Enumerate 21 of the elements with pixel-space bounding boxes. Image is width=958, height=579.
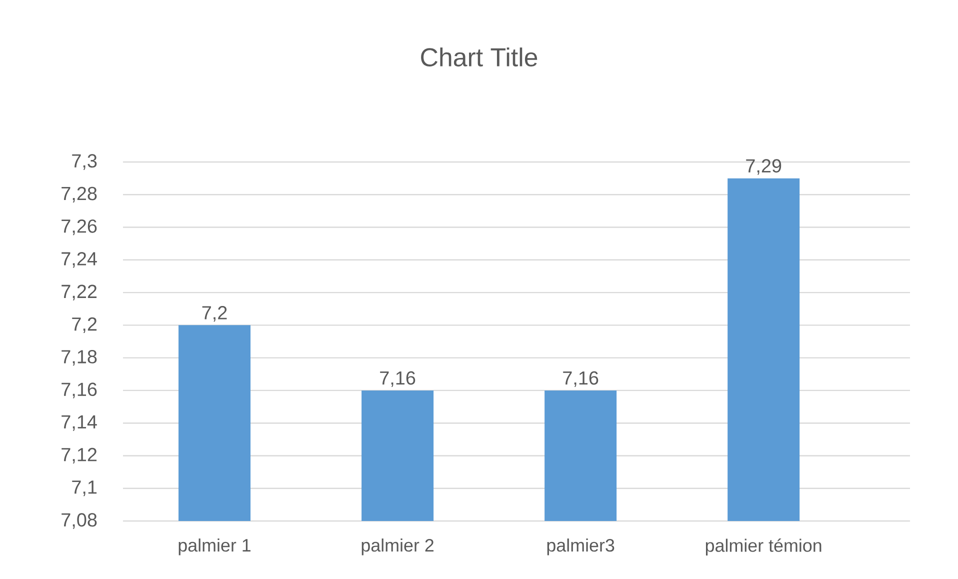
y-tick-label: 7,1 [72,480,97,496]
data-label: 7,16 [380,371,416,387]
x-tick-label: palmier 2 [362,538,434,556]
y-tick-label: 7,26 [62,219,97,236]
x-tick-label: palmier témion [706,538,822,556]
y-tick-label: 7,14 [62,415,97,431]
data-label: 7,16 [563,371,598,387]
data-label: 7,2 [202,306,227,322]
y-tick-label: 7,3 [72,154,97,170]
y-tick-label: 7,18 [62,350,97,366]
y-tick-label: 7,28 [62,186,97,202]
y-tick-label: 7,22 [62,284,97,300]
x-tick-label: palmier 1 [178,538,250,556]
y-tick-label: 7,24 [62,252,97,268]
y-tick-label: 7,2 [72,317,97,333]
y-tick-label: 7,12 [62,448,97,464]
chart-title: Chart Title [421,47,538,66]
y-tick-label: 7,08 [62,513,97,529]
data-label: 7,29 [746,159,782,175]
x-tick-label: palmier3 [547,538,614,556]
y-tick-label: 7,16 [62,382,97,398]
